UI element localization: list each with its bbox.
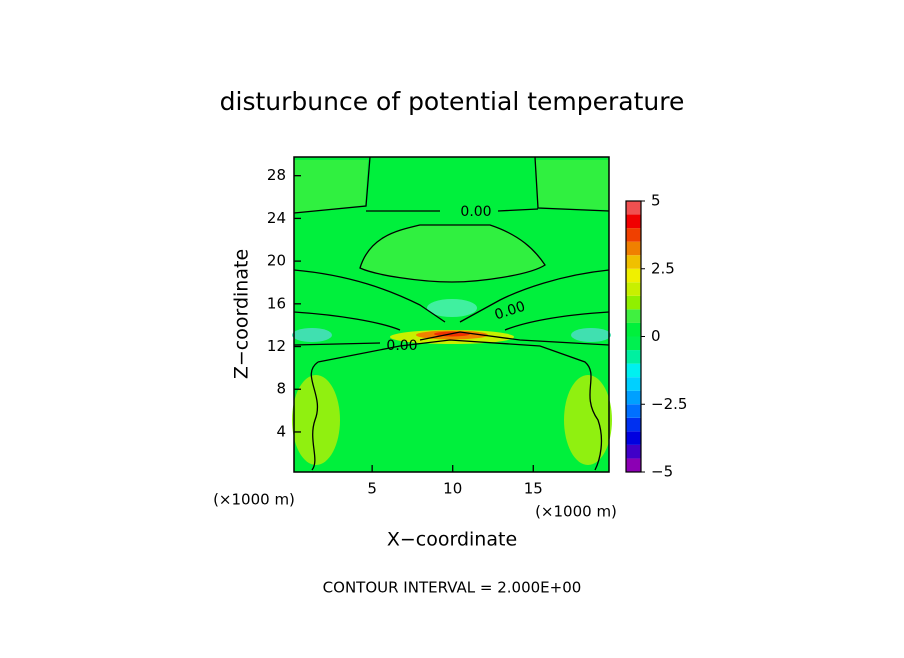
y-tick-label: 8	[276, 380, 286, 398]
colorbar-band	[626, 431, 641, 445]
x-tick-label: 10	[443, 480, 462, 498]
colorbar-band	[626, 390, 641, 405]
colorbar-band	[626, 201, 641, 215]
colorbar-tick-label: 2.5	[651, 259, 675, 277]
field-region	[427, 299, 477, 317]
field-region	[360, 225, 545, 282]
colorbar-band	[626, 241, 641, 256]
field-region	[292, 328, 332, 342]
colorbar-band	[626, 363, 641, 378]
colorbar-tick-label: 0	[651, 327, 661, 345]
x-tick-label: 5	[367, 480, 377, 498]
x-unit-label: (×1000 m)	[535, 503, 617, 521]
y-tick-label: 4	[276, 422, 286, 440]
colorbar-band	[626, 228, 641, 242]
colorbar-band	[626, 322, 641, 337]
colorbar-tick-label: −2.5	[651, 395, 687, 413]
colorbar-band	[626, 444, 641, 459]
colorbar-band	[626, 458, 641, 472]
y-tick-label: 12	[267, 337, 286, 355]
colorbar-band	[626, 350, 641, 364]
colorbar-band	[626, 336, 641, 351]
y-tick-label: 24	[267, 209, 286, 227]
field-region	[294, 160, 609, 213]
y-tick-label: 28	[267, 166, 286, 184]
x-axis-label: X−coordinate	[387, 529, 517, 551]
colorbar-tick-label: 5	[651, 192, 661, 210]
field-region	[292, 375, 340, 465]
colorbar-tick-label: −5	[651, 463, 673, 481]
field-region	[564, 375, 612, 465]
contour-lines	[293, 156, 610, 471]
plot-frame	[293, 156, 610, 473]
colorbar-band	[626, 214, 641, 229]
y-axis-label: Z−coordinate	[231, 249, 253, 379]
x-unit-label: (×1000 m)	[213, 491, 295, 509]
colorbar-band	[626, 404, 641, 418]
field: 0.00 0.00 0.00	[292, 156, 612, 472]
colorbar-band	[626, 282, 641, 296]
y-tick-label: 16	[267, 294, 286, 312]
colorbar-band	[626, 309, 641, 323]
contour-label: 0.00	[386, 338, 417, 354]
colorbar-band	[626, 417, 641, 432]
colorbar-band	[626, 268, 641, 283]
contour-label: 0.00	[460, 204, 491, 220]
field-region	[571, 328, 611, 342]
colorbar-band	[626, 255, 641, 269]
x-tick-label: 15	[524, 480, 543, 498]
y-tick-label: 20	[267, 252, 286, 270]
chart-title: disturbunce of potential temperature	[220, 87, 685, 116]
colorbar-band	[626, 295, 641, 310]
footer-note: CONTOUR INTERVAL = 2.000E+00	[323, 579, 582, 597]
colorbar-band	[626, 377, 641, 391]
